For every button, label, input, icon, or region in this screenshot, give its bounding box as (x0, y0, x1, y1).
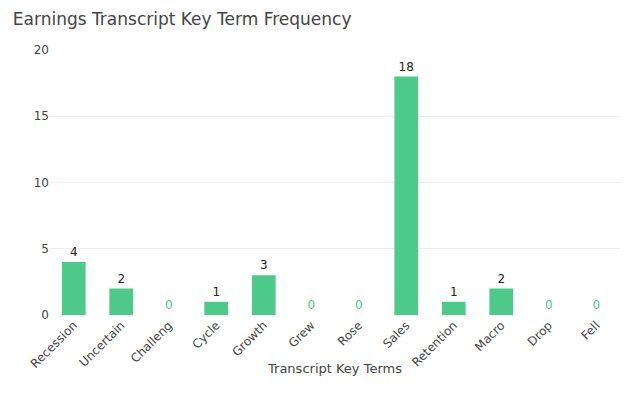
svg-text:Fell: Fell (578, 318, 602, 342)
svg-text:1: 1 (212, 285, 220, 299)
svg-text:Earnings Transcript Key Term F: Earnings Transcript Key Term Frequency (13, 9, 352, 29)
svg-text:Recession: Recession (28, 318, 80, 370)
svg-text:Retention: Retention (409, 318, 460, 369)
svg-text:2: 2 (117, 272, 125, 286)
svg-text:Challeng: Challeng (128, 318, 175, 365)
svg-text:0: 0 (592, 298, 600, 312)
svg-text:Sales: Sales (380, 318, 412, 350)
svg-text:Cycle: Cycle (190, 318, 223, 351)
svg-text:5: 5 (41, 242, 49, 256)
svg-text:Rose: Rose (335, 318, 365, 348)
svg-text:15: 15 (34, 109, 49, 123)
svg-text:0: 0 (355, 298, 363, 312)
svg-text:Grew: Grew (286, 318, 318, 350)
svg-text:3: 3 (260, 258, 268, 272)
svg-text:0: 0 (165, 298, 173, 312)
svg-text:Growth: Growth (229, 318, 270, 359)
svg-text:0: 0 (307, 298, 315, 312)
svg-text:0: 0 (41, 308, 49, 322)
svg-text:0: 0 (545, 298, 553, 312)
svg-text:Drop: Drop (525, 318, 555, 348)
svg-text:2: 2 (497, 272, 505, 286)
svg-text:Transcript Key Terms: Transcript Key Terms (267, 361, 402, 376)
svg-text:1: 1 (450, 285, 458, 299)
svg-text:Uncertain: Uncertain (76, 318, 127, 369)
svg-text:4: 4 (70, 245, 78, 259)
svg-text:Macro: Macro (472, 318, 508, 354)
svg-text:20: 20 (34, 43, 49, 57)
svg-text:18: 18 (399, 60, 414, 74)
svg-text:10: 10 (34, 176, 49, 190)
